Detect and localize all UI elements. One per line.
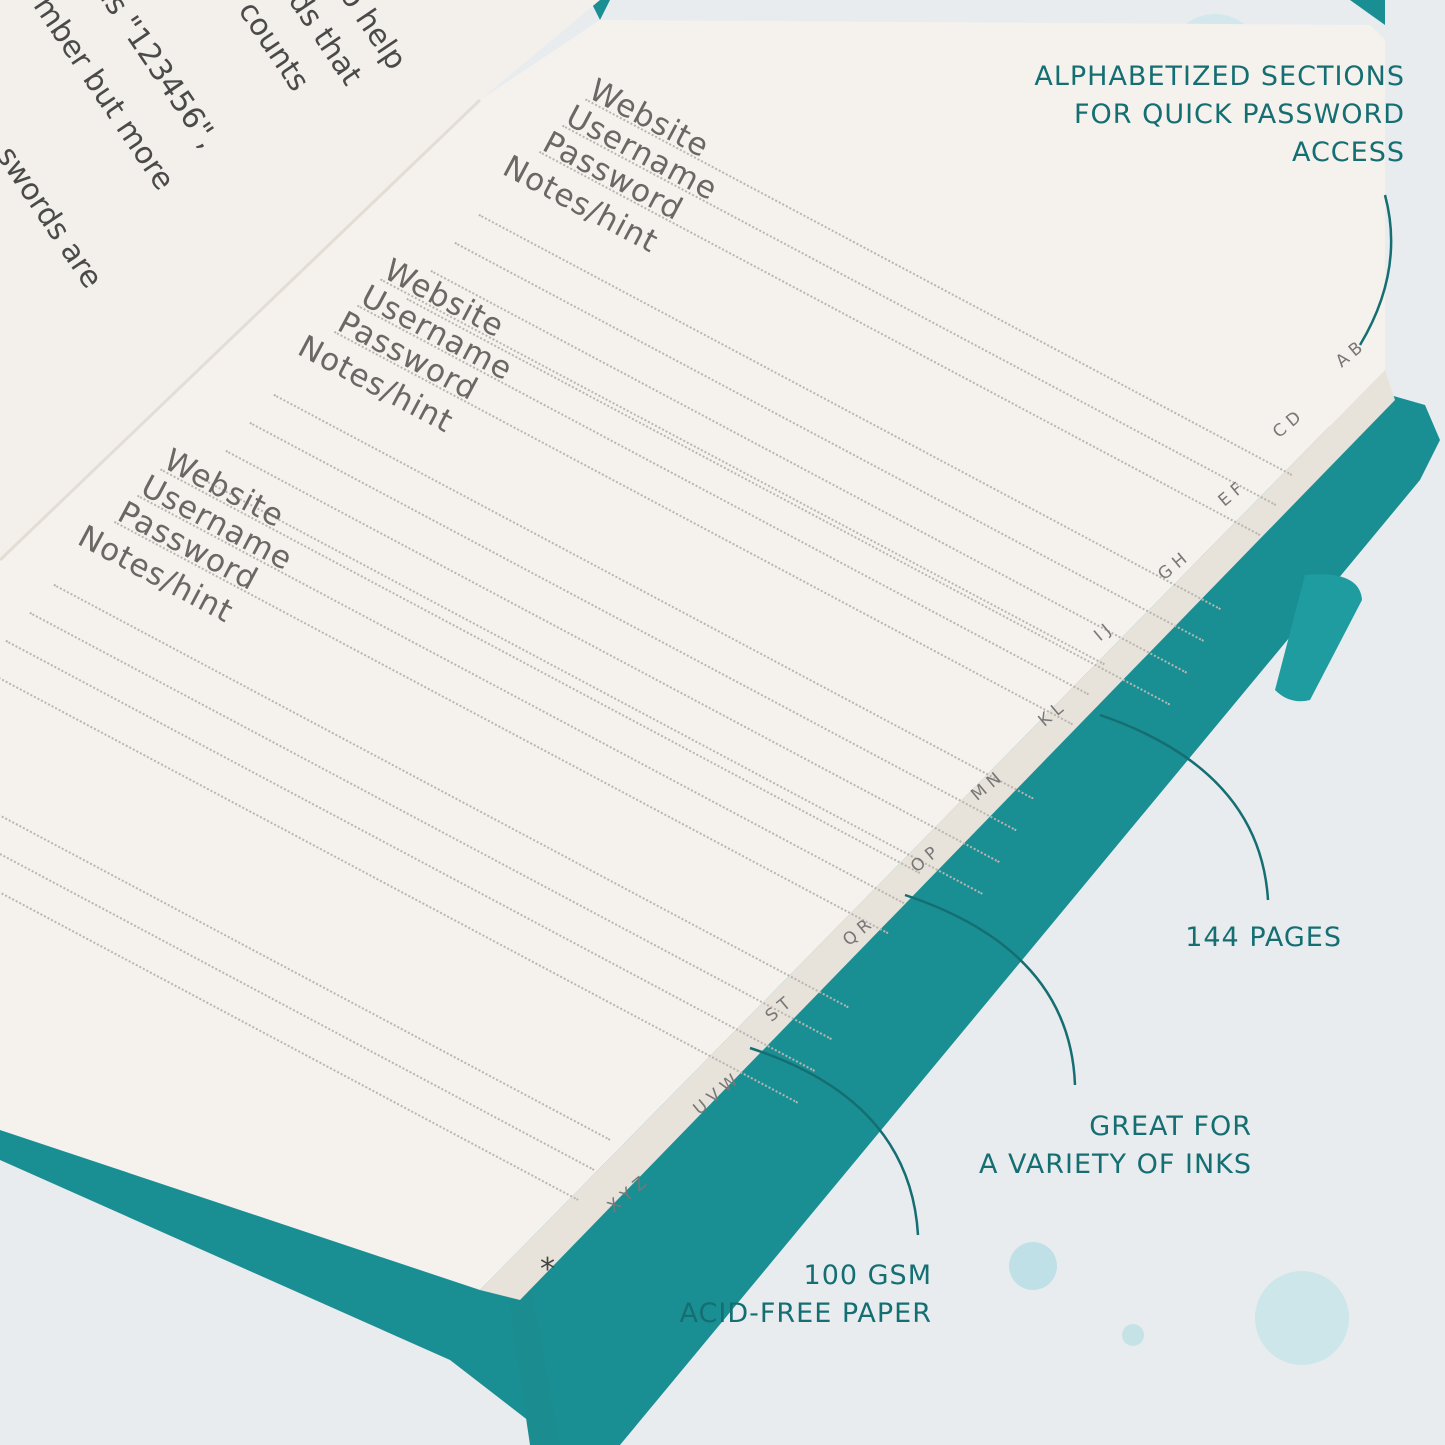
callout-alphabetized: ALPHABETIZED SECTIONS FOR QUICK PASSWORD…	[1034, 58, 1405, 172]
callout-paper: 100 GSM ACID-FREE PAPER	[680, 1257, 932, 1333]
alphabet-tab[interactable]: *	[540, 1252, 555, 1287]
callout-inks: GREAT FOR A VARIETY OF INKS	[979, 1108, 1252, 1184]
callout-text: 144 PAGES	[1185, 922, 1342, 953]
callout-text: 100 GSM ACID-FREE PAPER	[679, 1260, 932, 1329]
callout-text: ALPHABETIZED SECTIONS FOR QUICK PASSWORD…	[1034, 61, 1405, 168]
callout-text: GREAT FOR A VARIETY OF INKS	[979, 1111, 1252, 1180]
right-page	[0, 20, 1385, 1290]
callout-pages: 144 PAGES	[1185, 919, 1342, 957]
